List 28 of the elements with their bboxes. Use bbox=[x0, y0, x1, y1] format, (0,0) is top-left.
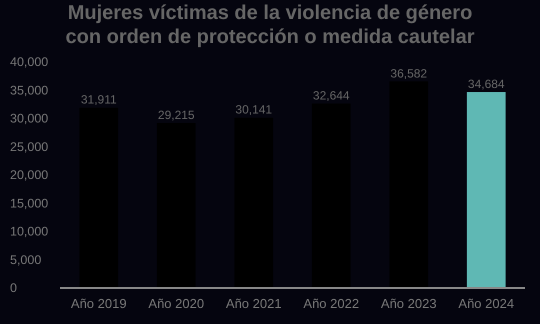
bar bbox=[466, 92, 506, 288]
x-tick-label: Año 2021 bbox=[226, 296, 282, 311]
y-tick-label: 5,000 bbox=[10, 252, 42, 267]
y-tick-label: 0 bbox=[10, 281, 17, 295]
data-label: 31,911 bbox=[80, 92, 117, 107]
y-tick-label: 40,000 bbox=[10, 55, 48, 69]
data-label: 36,582 bbox=[390, 66, 428, 80]
data-label: 30,141 bbox=[235, 102, 272, 117]
y-tick-label: 20,000 bbox=[10, 168, 48, 182]
chart-title: Mujeres víctimas de la violencia de género con orden de protección o medida cautelar bbox=[66, 2, 475, 48]
x-tick-label: Año 2020 bbox=[148, 296, 204, 311]
data-label: 32,644 bbox=[312, 88, 350, 103]
y-tick-label: 30,000 bbox=[10, 112, 48, 126]
data-label: 29,215 bbox=[158, 108, 195, 122]
bar bbox=[156, 122, 196, 288]
x-tick-label: Año 2022 bbox=[303, 296, 360, 311]
y-tick-label: 15,000 bbox=[10, 196, 48, 210]
x-tick-label: Año 2019 bbox=[70, 296, 127, 311]
data-label: 34,684 bbox=[468, 77, 505, 92]
bar bbox=[312, 104, 351, 288]
y-tick-label: 25,000 bbox=[10, 140, 48, 154]
bar bbox=[234, 118, 274, 288]
y-tick-label: 35,000 bbox=[10, 83, 48, 98]
x-tick-label: Año 2023 bbox=[380, 296, 437, 311]
bar bbox=[79, 108, 118, 288]
bar bbox=[389, 81, 428, 288]
y-tick-label: 10,000 bbox=[10, 224, 48, 238]
x-tick-label: Año 2024 bbox=[458, 296, 514, 311]
